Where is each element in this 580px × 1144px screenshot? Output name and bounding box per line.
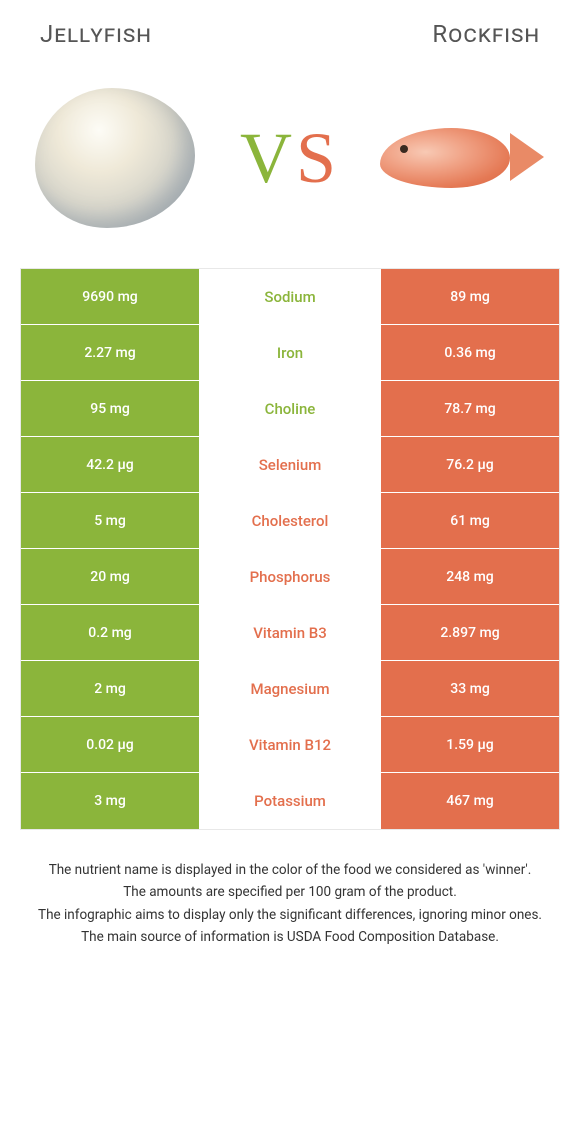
left-value-cell: 2 mg [21,661,199,716]
left-food-title: Jellyfish [40,20,152,48]
hero-row: VS [10,68,570,268]
rockfish-illustration [380,113,550,203]
right-value-cell: 248 mg [381,549,559,604]
nutrient-name-cell: Phosphorus [199,549,381,604]
table-row: 9690 mgSodium89 mg [21,269,559,325]
table-row: 0.2 mgVitamin B32.897 mg [21,605,559,661]
left-value-cell: 2.27 mg [21,325,199,380]
table-row: 42.2 µgSelenium76.2 µg [21,437,559,493]
vs-v: V [240,118,296,198]
left-food-image [20,78,210,238]
table-row: 3 mgPotassium467 mg [21,773,559,829]
table-row: 20 mgPhosphorus248 mg [21,549,559,605]
right-value-cell: 76.2 µg [381,437,559,492]
right-value-cell: 0.36 mg [381,325,559,380]
footer-line-3: The infographic aims to display only the… [30,905,550,925]
nutrient-name-cell: Vitamin B3 [199,605,381,660]
left-value-cell: 95 mg [21,381,199,436]
table-row: 0.02 µgVitamin B121.59 µg [21,717,559,773]
nutrient-name-cell: Magnesium [199,661,381,716]
left-value-cell: 9690 mg [21,269,199,324]
vs-s: S [296,118,340,198]
jellyfish-illustration [35,88,195,228]
page-root: Jellyfish Rockfish VS 9690 mgSodium89 mg… [0,0,580,969]
left-value-cell: 0.2 mg [21,605,199,660]
nutrient-name-cell: Vitamin B12 [199,717,381,772]
left-value-cell: 20 mg [21,549,199,604]
left-value-cell: 42.2 µg [21,437,199,492]
nutrient-table: 9690 mgSodium89 mg2.27 mgIron0.36 mg95 m… [20,268,560,830]
right-value-cell: 467 mg [381,773,559,829]
right-value-cell: 61 mg [381,493,559,548]
nutrient-name-cell: Selenium [199,437,381,492]
left-value-cell: 3 mg [21,773,199,829]
right-value-cell: 2.897 mg [381,605,559,660]
footer-line-1: The nutrient name is displayed in the co… [30,860,550,880]
footer-line-4: The main source of information is USDA F… [30,927,550,947]
table-row: 5 mgCholesterol61 mg [21,493,559,549]
left-value-cell: 0.02 µg [21,717,199,772]
table-row: 2.27 mgIron0.36 mg [21,325,559,381]
right-value-cell: 33 mg [381,661,559,716]
nutrient-name-cell: Potassium [199,773,381,829]
right-food-image [370,78,560,238]
vs-label: VS [240,117,340,200]
footer-notes: The nutrient name is displayed in the co… [10,830,570,969]
right-food-title: Rockfish [432,20,540,48]
nutrient-name-cell: Sodium [199,269,381,324]
nutrient-name-cell: Cholesterol [199,493,381,548]
footer-line-2: The amounts are specified per 100 gram o… [30,882,550,902]
table-row: 95 mgCholine78.7 mg [21,381,559,437]
nutrient-name-cell: Iron [199,325,381,380]
right-value-cell: 89 mg [381,269,559,324]
nutrient-name-cell: Choline [199,381,381,436]
titles-row: Jellyfish Rockfish [10,20,570,68]
right-value-cell: 1.59 µg [381,717,559,772]
table-row: 2 mgMagnesium33 mg [21,661,559,717]
left-value-cell: 5 mg [21,493,199,548]
right-value-cell: 78.7 mg [381,381,559,436]
